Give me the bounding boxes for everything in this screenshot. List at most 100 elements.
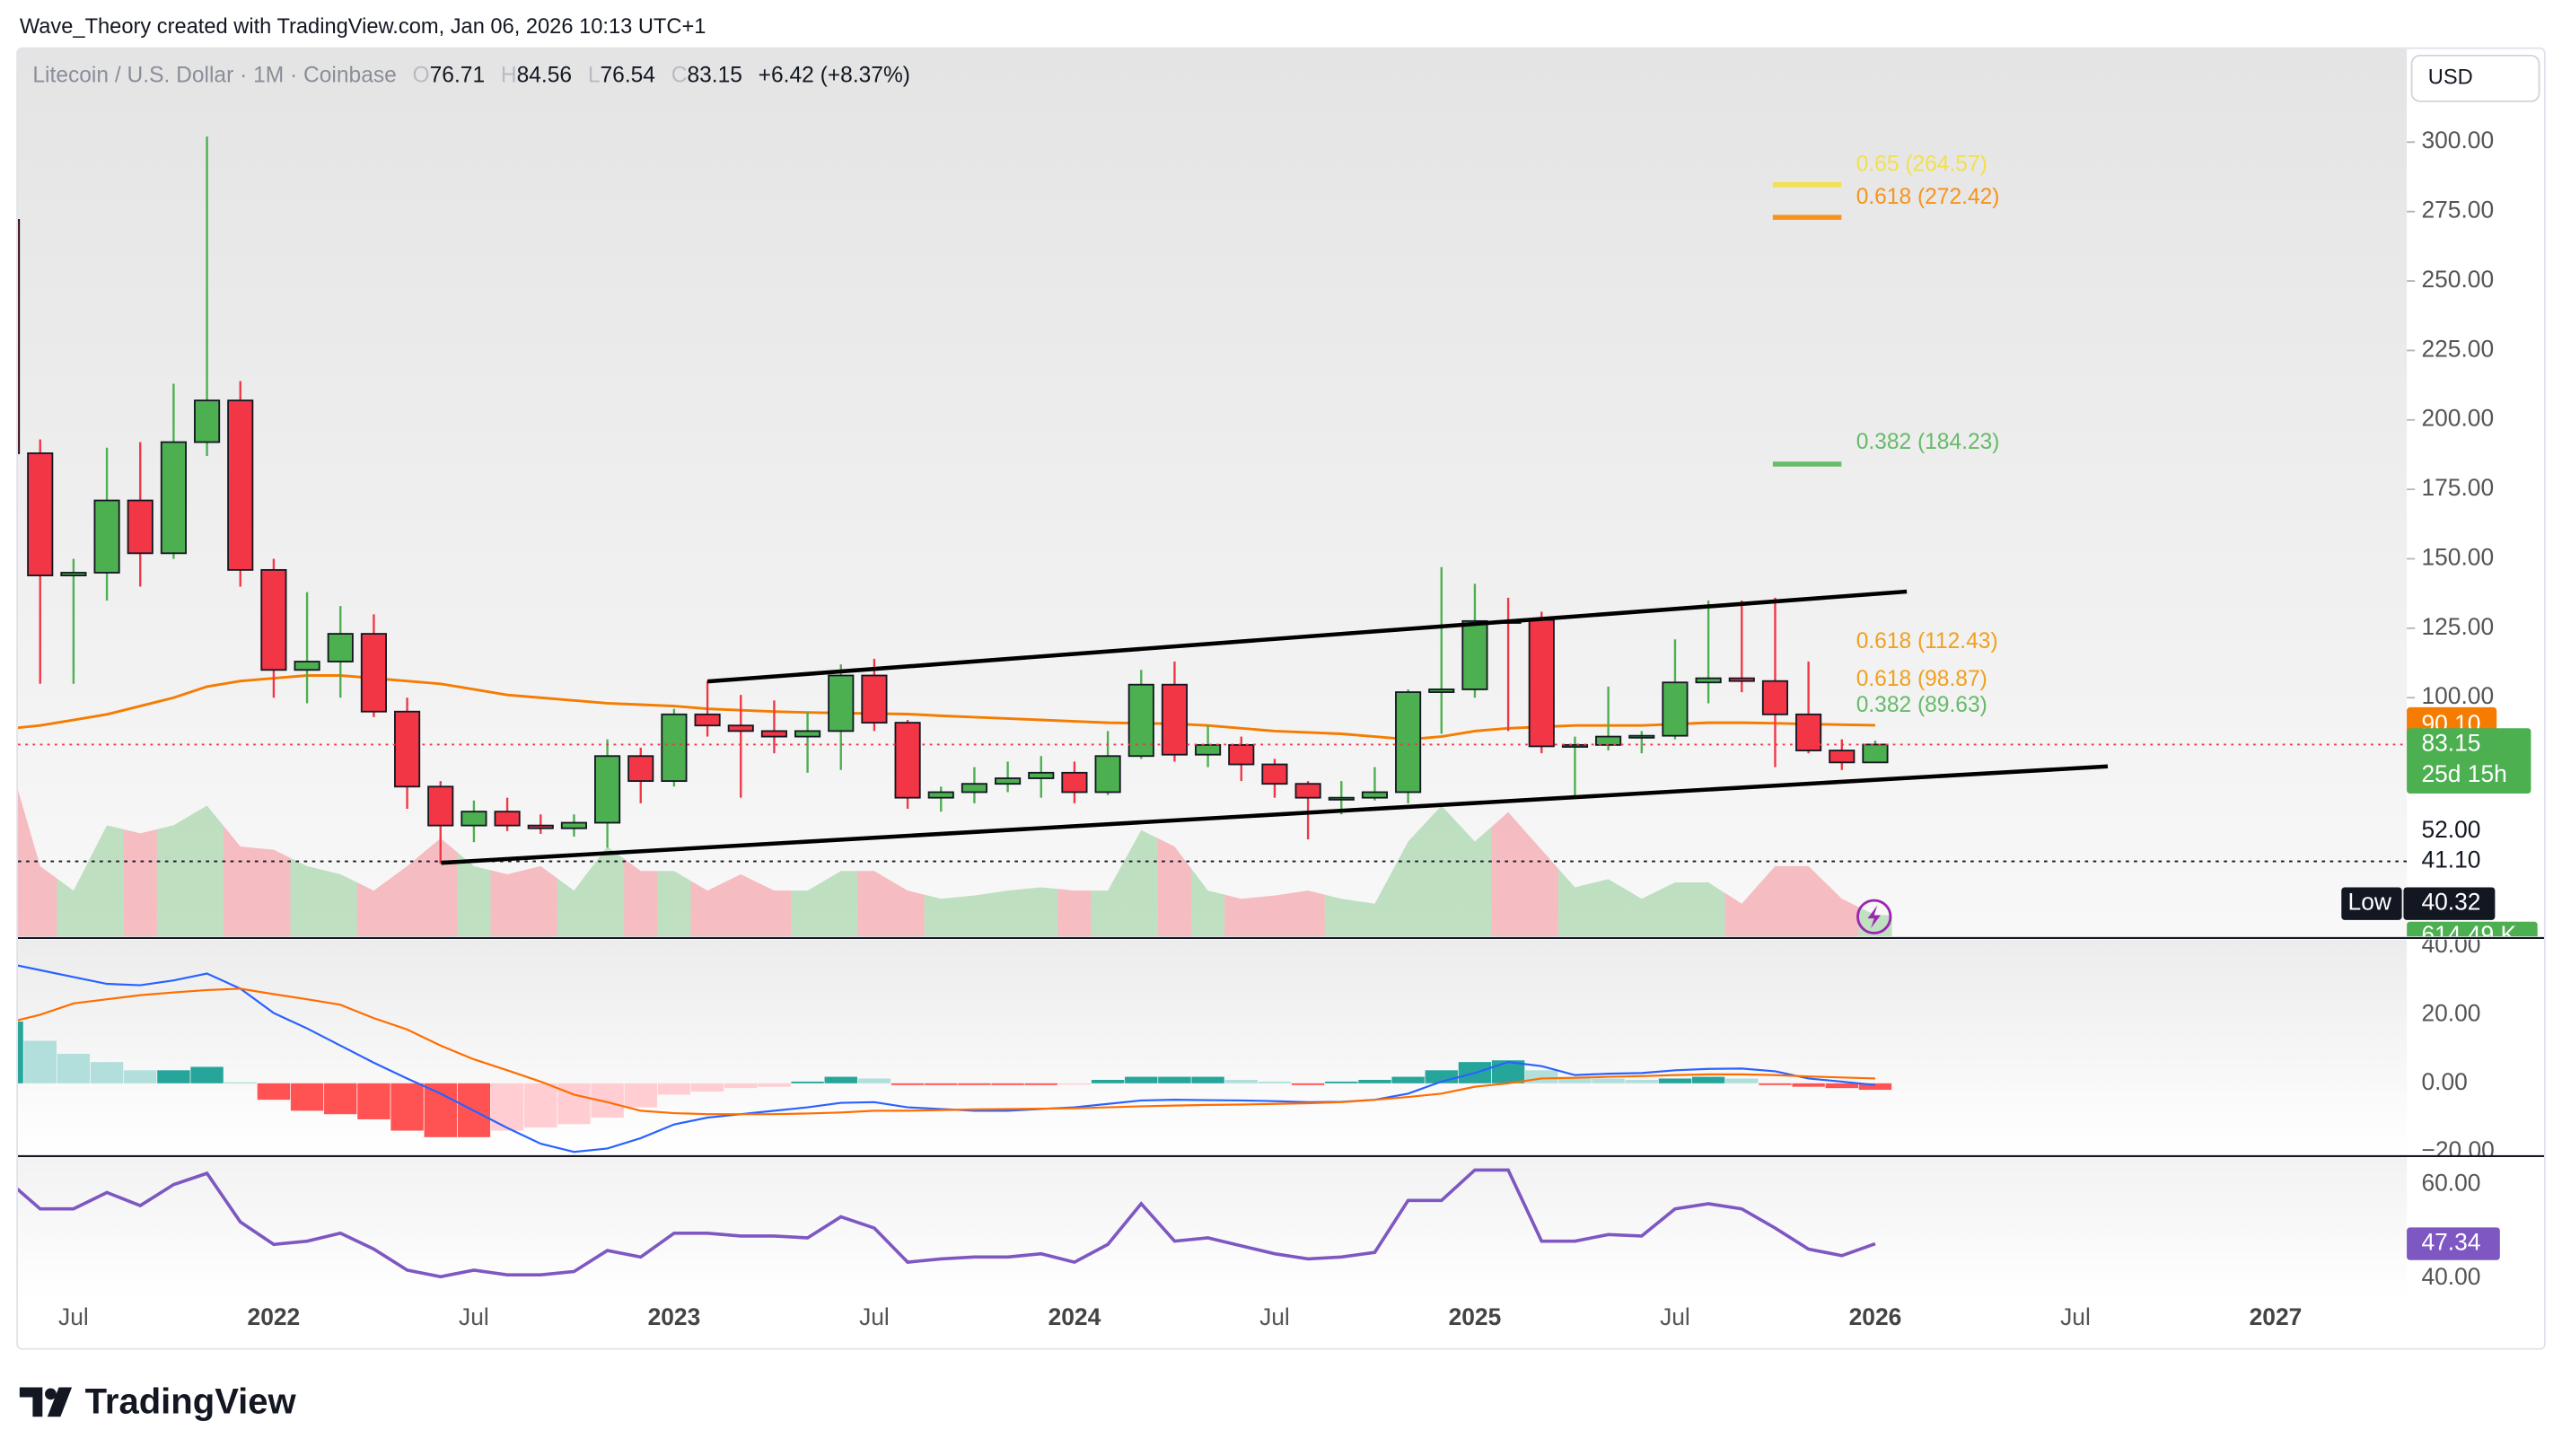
macd-histogram-bar xyxy=(1391,1076,1425,1083)
volume-area xyxy=(591,846,625,937)
macd-axis: 40.00 20.00 0.00 −20.00 xyxy=(2421,940,2494,1163)
candle-body xyxy=(227,399,254,571)
candle-body xyxy=(461,811,487,827)
volume-area xyxy=(624,858,658,937)
candle-body xyxy=(694,713,721,727)
ohlc-letter: L xyxy=(588,64,601,88)
volume-area xyxy=(18,790,24,937)
alert-icon[interactable] xyxy=(1856,899,1892,934)
marker-label: 41.10 xyxy=(2421,846,2480,873)
y-tick-label: 275.00 xyxy=(2421,197,2494,224)
volume-area xyxy=(224,826,258,937)
fib-label: 0.618 (98.87) xyxy=(1856,667,1987,691)
x-tick-label: Jul xyxy=(58,1303,89,1330)
volume-area xyxy=(1825,882,1859,937)
volume-area xyxy=(1724,884,1759,937)
x-tick-label: 2023 xyxy=(648,1303,701,1330)
legend: Litecoin / U.S. Dollar · 1M · Coinbase O… xyxy=(32,64,910,88)
price-axis: 300.00 275.00 250.00 225.00 200.00 175.00 150.… xyxy=(2407,127,2538,937)
y-tick-label: 200.00 xyxy=(2421,405,2494,432)
rsi-pane xyxy=(18,1156,2408,1300)
x-tick-label: Jul xyxy=(459,1303,489,1330)
candle-body xyxy=(1628,734,1655,739)
close-value: 83.15 xyxy=(687,64,741,88)
open-value: 76.71 xyxy=(430,64,485,88)
macd-histogram-bar xyxy=(1325,1081,1358,1083)
volume-area xyxy=(724,873,758,937)
volume-area xyxy=(257,847,291,937)
y-tick-label: −20.00 xyxy=(2421,1136,2494,1163)
y-tick-label: 150.00 xyxy=(2421,543,2494,570)
macd-histogram-bar xyxy=(1759,1083,1792,1085)
lower-trendline xyxy=(441,764,2109,865)
candle-body xyxy=(1761,680,1789,715)
candle-body xyxy=(961,783,987,794)
macd-histogram-bar xyxy=(1158,1076,1191,1083)
macd-histogram-bar xyxy=(124,1070,157,1083)
candle-body xyxy=(1028,771,1055,779)
volume-area xyxy=(323,870,357,937)
last-price-box xyxy=(2407,728,2531,794)
symbol-legend: Litecoin / U.S. Dollar · 1M · Coinbase O… xyxy=(32,64,910,88)
volume-area xyxy=(690,881,724,937)
volume-area xyxy=(557,868,592,937)
candle-body xyxy=(1195,743,1222,756)
fib-label: 0.382 (184.23) xyxy=(1856,430,2000,454)
candle-body xyxy=(1795,713,1822,751)
volume-area xyxy=(90,825,124,937)
volume-area xyxy=(1592,879,1626,937)
macd-histogram-bar xyxy=(1358,1079,1391,1083)
volume-area xyxy=(791,881,825,937)
candle-body xyxy=(861,674,888,724)
logo-mark xyxy=(47,1387,73,1417)
macd-histogram-bar xyxy=(925,1083,958,1085)
candle-body xyxy=(27,452,54,576)
macd-histogram-bar xyxy=(524,1083,557,1128)
candle-body xyxy=(18,219,21,454)
macd-histogram-bar xyxy=(324,1083,357,1115)
y-tick-label: 60.00 xyxy=(2421,1170,2480,1197)
currency-button[interactable] xyxy=(2410,54,2540,102)
macd-histogram-bar xyxy=(1858,1083,1892,1091)
candle-body xyxy=(594,755,621,824)
macd-histogram-bar xyxy=(424,1083,457,1137)
macd-histogram-bar xyxy=(1057,1083,1092,1085)
macd-histogram-bar xyxy=(1024,1083,1057,1085)
macd-histogram-bar xyxy=(18,1022,23,1083)
candle-body xyxy=(995,777,1022,785)
volume-area xyxy=(991,889,1025,937)
y-tick-label: 0.00 xyxy=(2421,1068,2467,1095)
candle-body xyxy=(1561,743,1589,748)
fib-label: 0.65 (264.57) xyxy=(1856,152,1987,176)
logo: TradingView xyxy=(19,1381,297,1421)
candle-body xyxy=(1294,783,1321,799)
countdown: 25d 15h xyxy=(2421,760,2506,787)
candle-body xyxy=(1829,750,1856,764)
volume-area xyxy=(1625,889,1659,937)
fib-label: 0.618 (112.43) xyxy=(1856,629,1998,653)
candle-body xyxy=(1261,763,1288,785)
rsi-plot xyxy=(18,1168,1876,1279)
volume-box xyxy=(2407,921,2538,937)
candle-body xyxy=(894,722,921,799)
candle-body xyxy=(160,441,187,555)
ohlc-letter: O xyxy=(413,64,430,88)
volume-area xyxy=(23,809,57,937)
candle-body xyxy=(1127,683,1154,758)
macd-histogram-bar xyxy=(1625,1079,1658,1083)
rsi-line xyxy=(18,1168,1876,1279)
volume-area xyxy=(1291,890,1325,937)
candle-body xyxy=(1061,771,1088,794)
macd-histogram-bar xyxy=(57,1053,91,1083)
volume-area xyxy=(123,829,157,937)
candle-body xyxy=(1161,683,1188,756)
candle-body xyxy=(93,499,120,574)
logo-text: TradingView xyxy=(85,1381,297,1421)
ohlc-letter: H xyxy=(501,64,517,88)
volume-area xyxy=(1024,887,1058,937)
macd-histogram-bar xyxy=(90,1062,124,1083)
low-title-box xyxy=(2341,887,2402,920)
macd-histogram-bar xyxy=(1091,1079,1125,1083)
